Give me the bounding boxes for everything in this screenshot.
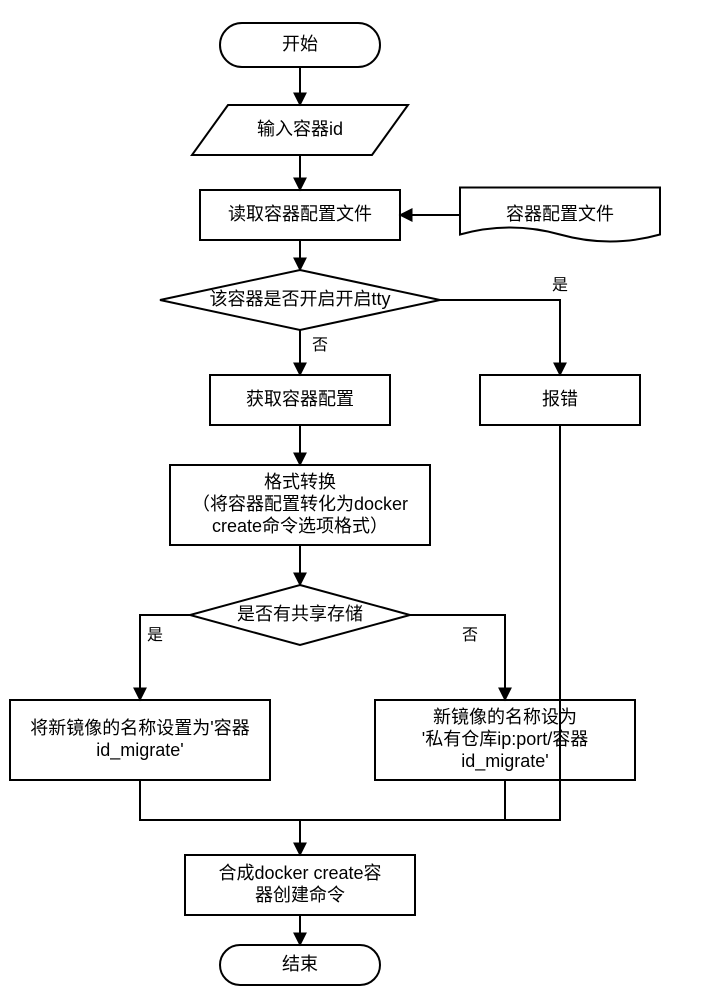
edge-dec_store-img_no <box>410 615 505 700</box>
node-label: （将容器配置转化为docker <box>192 494 408 514</box>
node-label: 器创建命令 <box>255 885 345 905</box>
node-label: '私有仓库ip:port/容器 <box>422 729 588 749</box>
edge-label: 否 <box>462 627 478 644</box>
node-label: 该容器是否开启开启tty <box>209 289 390 309</box>
edge-dec_tty-error <box>440 300 560 375</box>
node-cfgfile: 容器配置文件 <box>460 188 660 242</box>
node-label: id_migrate' <box>96 740 183 761</box>
node-label: 合成docker create容 <box>218 863 381 883</box>
node-label: create命令选项格式） <box>212 516 388 536</box>
node-img_no: 新镜像的名称设为'私有仓库ip:port/容器id_migrate' <box>375 700 635 780</box>
node-format: 格式转换（将容器配置转化为dockercreate命令选项格式） <box>170 465 430 545</box>
node-start: 开始 <box>220 23 380 67</box>
node-label: 新镜像的名称设为 <box>433 707 577 727</box>
node-label: 读取容器配置文件 <box>228 204 372 224</box>
edge-img_no-compose <box>300 780 505 820</box>
node-label: 容器配置文件 <box>506 204 614 224</box>
edge-label: 是 <box>147 627 163 644</box>
node-label: id_migrate' <box>461 751 548 772</box>
flowchart: 开始输入容器id 读取容器配置文件 容器配置文件该容器是否开启开启tty 获取容器配置… <box>0 0 702 1000</box>
node-dec_tty: 该容器是否开启开启tty <box>160 270 440 330</box>
node-label: 格式转换 <box>264 472 336 492</box>
node-label: 报错 <box>542 389 578 409</box>
node-dec_store: 是否有共享存储 <box>190 585 410 645</box>
edge-label: 否 <box>312 337 328 354</box>
node-error: 报错 <box>480 375 640 425</box>
node-label: 结束 <box>282 954 318 974</box>
node-label: 输入容器id <box>257 119 343 139</box>
node-end: 结束 <box>220 945 380 985</box>
node-img_yes: 将新镜像的名称设置为'容器id_migrate' <box>10 700 270 780</box>
node-label: 将新镜像的名称设置为'容器 <box>30 718 249 738</box>
edge-img_yes-compose <box>140 780 300 855</box>
node-label: 开始 <box>282 34 318 54</box>
node-label: 是否有共享存储 <box>237 604 363 624</box>
node-label: 获取容器配置 <box>246 389 354 409</box>
node-input: 输入容器id <box>192 105 408 155</box>
node-getcfg: 获取容器配置 <box>210 375 390 425</box>
node-readcfg: 读取容器配置文件 <box>200 190 400 240</box>
edge-label: 是 <box>552 277 568 294</box>
node-compose: 合成docker create容器创建命令 <box>185 855 415 915</box>
